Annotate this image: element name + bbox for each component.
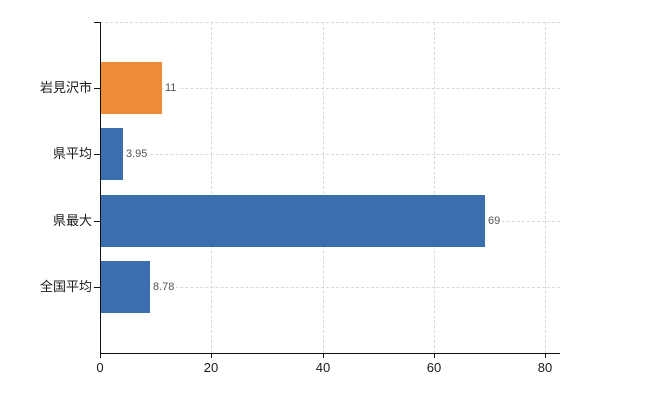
y-axis-tick (94, 287, 100, 288)
horizontal-gridline (100, 22, 560, 23)
vertical-gridline (323, 22, 324, 353)
x-axis-tick-label: 0 (96, 360, 104, 375)
bar-value-label: 8.78 (151, 280, 177, 294)
vertical-gridline (211, 22, 212, 353)
x-axis-tick (434, 353, 435, 358)
x-axis-tick (100, 353, 101, 358)
y-axis-top-tick (94, 22, 100, 23)
category-label: 全国平均 (39, 279, 92, 294)
y-axis-tick (94, 221, 100, 222)
vertical-gridline (434, 22, 435, 353)
bar-value-label: 3.95 (124, 147, 150, 161)
bar (101, 195, 485, 247)
vertical-gridline (545, 22, 546, 353)
horizontal-gridline (100, 88, 560, 89)
category-label: 県平均 (52, 146, 92, 161)
x-axis-line (100, 353, 560, 354)
category-label: 岩見沢市 (39, 80, 92, 95)
bar (101, 261, 150, 313)
x-axis-tick (211, 353, 212, 358)
category-label: 県最大 (52, 213, 92, 228)
bar (101, 62, 162, 114)
x-axis-tick (323, 353, 324, 358)
bar-value-label: 11 (163, 81, 179, 95)
x-axis-tick (545, 353, 546, 358)
x-axis-tick-label: 40 (315, 360, 331, 375)
plot-area: 11 3.95 69 8.78 (100, 22, 560, 353)
x-axis-tick-label: 80 (537, 360, 553, 375)
y-axis-tick (94, 154, 100, 155)
y-axis-line (100, 22, 101, 353)
bar (101, 128, 123, 180)
horizontal-gridline (100, 154, 560, 155)
bar-value-label: 69 (486, 214, 503, 228)
y-axis-tick (94, 88, 100, 89)
x-axis-tick-label: 60 (426, 360, 442, 375)
x-axis-tick-label: 20 (203, 360, 219, 375)
horizontal-gridline (100, 287, 560, 288)
